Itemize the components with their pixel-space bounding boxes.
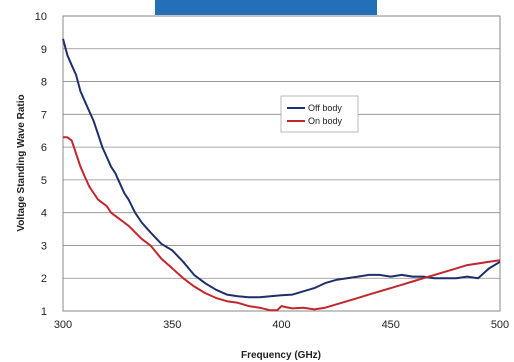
series-line-on-body [63,136,501,312]
series-lines [62,38,501,312]
y-tick-label: 10 [35,11,47,23]
y-tick-label: 9 [41,44,47,56]
y-tick-label: 3 [41,240,47,252]
x-tick-labels: 300 350 400 450 500 [54,319,509,331]
x-axis-title: Frequency (GHz) [241,350,321,361]
y-tick-label: 2 [41,273,47,285]
y-tick-label: 5 [41,175,47,187]
y-tick-label: 1 [41,306,47,318]
legend-label: Off body [308,103,342,113]
chart-header-bar [155,0,377,15]
y-tick-label: 7 [41,109,47,121]
series-line-off-body [62,38,501,299]
y-axis-title: Voltage Standing Wave Ratio [16,94,27,231]
x-tick-label: 500 [491,319,509,331]
y-tick-labels: 1 2 3 4 5 6 7 8 9 10 [35,11,47,318]
x-tick-label: 350 [163,319,181,331]
plot-area-border [62,15,501,312]
x-tick-label: 300 [54,319,72,331]
y-tick-label: 4 [41,208,47,220]
x-tick-label: 450 [382,319,400,331]
legend-box [280,95,359,133]
legend-label: On body [308,116,343,126]
y-tick-label: 6 [41,142,47,154]
legend: Off body On body [280,95,359,133]
x-tick-label: 400 [272,319,290,331]
y-tick-label: 8 [41,77,47,89]
gridlines [63,48,500,279]
